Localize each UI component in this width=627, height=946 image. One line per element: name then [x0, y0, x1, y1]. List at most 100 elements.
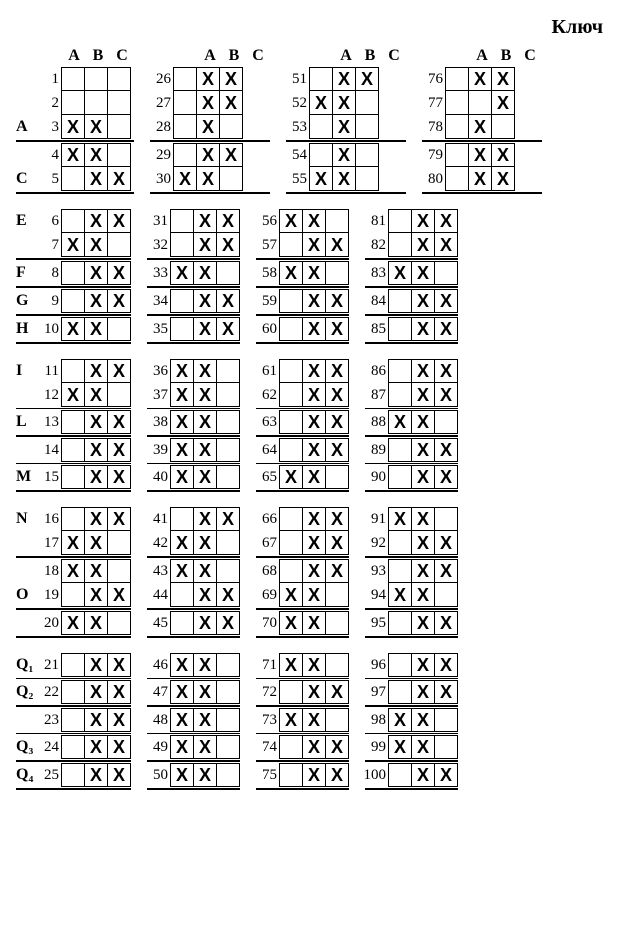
row-label: I — [16, 359, 38, 383]
answer-cell: X — [219, 143, 243, 167]
answer-cell: X — [491, 143, 515, 167]
answer-cell: X — [170, 735, 194, 759]
separator-line — [256, 636, 349, 638]
answer-cell — [61, 166, 85, 191]
answer-cell — [173, 114, 197, 139]
answer-cell — [61, 209, 85, 233]
answer-cell — [279, 232, 303, 257]
answer-cell: X — [196, 114, 220, 139]
answer-cell: X — [84, 763, 108, 787]
answer-cell — [445, 90, 469, 115]
answer-cell: X — [193, 763, 217, 787]
answer-cell: X — [107, 410, 131, 434]
answer-cell: X — [61, 143, 85, 167]
question-number: 80 — [422, 167, 446, 191]
answer-cell — [388, 763, 412, 787]
answer-column: 41XX42XX43XX44XX45XX — [147, 507, 240, 639]
answer-cell: X — [411, 209, 435, 233]
answer-cell — [388, 653, 412, 677]
separator-line — [365, 733, 458, 734]
answer-cell: X — [61, 559, 85, 583]
answer-cell: X — [193, 708, 217, 732]
answer-cell — [325, 611, 349, 635]
separator-line — [256, 258, 349, 260]
answer-cell — [445, 67, 469, 91]
answer-cell: X — [434, 232, 458, 257]
answer-row: 7XX — [16, 233, 131, 257]
answer-block: E6XX7XXF8XXG9XXH10XX31XX32XX33XX34XX35XX… — [16, 209, 611, 345]
question-number: 15 — [38, 465, 62, 489]
question-number: 25 — [38, 763, 62, 787]
answer-row: 92XX — [365, 531, 458, 555]
answer-row: 53X — [286, 115, 406, 139]
answer-cell: X — [84, 735, 108, 759]
answer-cell — [61, 465, 85, 489]
answer-cell: X — [355, 67, 379, 91]
separator-line — [365, 314, 458, 316]
answer-cell — [219, 166, 243, 191]
answer-cell — [279, 763, 303, 787]
answer-cell — [279, 410, 303, 434]
row-label — [16, 438, 38, 462]
answer-cell — [216, 410, 240, 434]
answer-cell — [434, 507, 458, 531]
answer-cell — [84, 90, 108, 115]
answer-cell: X — [84, 261, 108, 285]
answer-column: ABC51XX52XX53X54X55XX — [286, 47, 406, 195]
answer-cell: X — [107, 708, 131, 732]
answer-cell — [388, 465, 412, 489]
answer-cell — [170, 507, 194, 531]
answer-column: 61XX62XX63XX64XX65XX — [256, 359, 349, 493]
answer-cell: X — [302, 261, 326, 285]
answer-cell: X — [411, 530, 435, 555]
answer-cell — [61, 410, 85, 434]
separator-line — [256, 733, 349, 734]
answer-cell: X — [279, 465, 303, 489]
answer-cell: X — [325, 680, 349, 704]
answer-row: 40XX — [147, 465, 240, 489]
question-number: 23 — [38, 708, 62, 732]
answer-row: 52XX — [286, 91, 406, 115]
question-number: 68 — [256, 559, 280, 583]
question-number: 74 — [256, 735, 280, 759]
col-header: C — [518, 47, 542, 67]
answer-cell: X — [196, 143, 220, 167]
answer-cell — [388, 438, 412, 462]
answer-cell — [388, 611, 412, 635]
answer-cell: X — [279, 261, 303, 285]
answer-cell: X — [170, 465, 194, 489]
answer-cell: X — [434, 382, 458, 407]
separator-line — [147, 556, 240, 558]
answer-column: 46XX47XX48XX49XX50XX — [147, 653, 240, 791]
answer-row: 74XX — [256, 735, 349, 759]
answer-cell — [107, 67, 131, 91]
answer-row: 67XX — [256, 531, 349, 555]
answer-cell — [309, 67, 333, 91]
answer-cell: X — [434, 317, 458, 341]
separator-line — [365, 435, 458, 437]
separator-line — [147, 435, 240, 437]
answer-cell: X — [332, 114, 356, 139]
answer-cell — [434, 582, 458, 607]
question-number: 46 — [147, 653, 171, 677]
answer-row: 98XX — [365, 708, 458, 732]
answer-cell — [388, 289, 412, 313]
answer-cell — [107, 611, 131, 635]
answer-row: 39XX — [147, 438, 240, 462]
answer-cell: X — [332, 67, 356, 91]
separator-line — [147, 608, 240, 610]
answer-cell: X — [388, 582, 412, 607]
answer-row: G9XX — [16, 289, 131, 313]
answer-cell: X — [196, 67, 220, 91]
answer-column: Q₁21XXQ₂22XX23XXQ₃24XXQ₄25XX — [16, 653, 131, 791]
answer-cell — [216, 559, 240, 583]
answer-row: 60XX — [256, 317, 349, 341]
answer-block: I11XX12XXL13XX14XXM15XX36XX37XX38XX39XX4… — [16, 359, 611, 493]
answer-row: 82XX — [365, 233, 458, 257]
answer-cell — [170, 209, 194, 233]
answer-cell — [434, 708, 458, 732]
answer-cell: X — [434, 611, 458, 635]
answer-cell: X — [219, 67, 243, 91]
question-number: 72 — [256, 680, 280, 704]
answer-row: 55XX — [286, 167, 406, 191]
